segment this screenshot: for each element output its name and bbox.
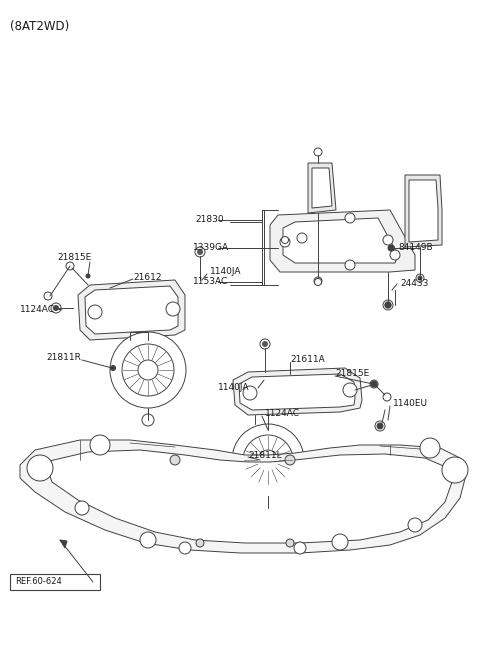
Circle shape bbox=[27, 455, 53, 481]
Text: 21811L: 21811L bbox=[248, 451, 282, 460]
Polygon shape bbox=[233, 368, 362, 415]
Polygon shape bbox=[312, 168, 332, 208]
Circle shape bbox=[385, 303, 391, 307]
Circle shape bbox=[53, 305, 59, 310]
Polygon shape bbox=[239, 374, 355, 410]
Circle shape bbox=[243, 386, 257, 400]
Text: 1140EU: 1140EU bbox=[393, 400, 428, 409]
Polygon shape bbox=[20, 440, 466, 553]
Circle shape bbox=[314, 148, 322, 156]
Circle shape bbox=[343, 383, 357, 397]
Circle shape bbox=[316, 279, 320, 283]
Text: 84149B: 84149B bbox=[398, 242, 432, 252]
Text: 1153AC: 1153AC bbox=[193, 278, 228, 286]
Circle shape bbox=[314, 278, 322, 286]
Circle shape bbox=[75, 501, 89, 515]
Circle shape bbox=[110, 332, 186, 408]
Circle shape bbox=[390, 250, 400, 260]
Circle shape bbox=[179, 542, 191, 554]
Text: REF.60-624: REF.60-624 bbox=[15, 578, 62, 586]
Circle shape bbox=[389, 246, 395, 250]
Polygon shape bbox=[283, 218, 398, 263]
Circle shape bbox=[195, 247, 205, 257]
Polygon shape bbox=[45, 450, 452, 543]
Text: 1140JA: 1140JA bbox=[218, 383, 250, 392]
Text: 1339GA: 1339GA bbox=[193, 242, 229, 252]
Circle shape bbox=[142, 414, 154, 426]
Circle shape bbox=[281, 236, 288, 244]
Circle shape bbox=[383, 235, 393, 245]
Circle shape bbox=[388, 245, 394, 251]
Text: 24433: 24433 bbox=[400, 280, 428, 288]
Text: 21612: 21612 bbox=[133, 272, 161, 282]
Circle shape bbox=[375, 421, 385, 431]
Circle shape bbox=[197, 250, 203, 255]
Circle shape bbox=[262, 502, 274, 514]
Circle shape bbox=[408, 518, 422, 532]
Circle shape bbox=[377, 423, 383, 429]
Circle shape bbox=[280, 237, 290, 247]
Circle shape bbox=[265, 430, 271, 436]
Text: 1124AC: 1124AC bbox=[20, 305, 55, 314]
Text: 21815E: 21815E bbox=[335, 369, 369, 379]
Circle shape bbox=[86, 274, 90, 278]
Circle shape bbox=[383, 300, 393, 310]
Circle shape bbox=[345, 260, 355, 270]
Polygon shape bbox=[270, 210, 415, 272]
Circle shape bbox=[51, 303, 61, 313]
Text: 1140JA: 1140JA bbox=[210, 267, 241, 276]
Circle shape bbox=[442, 457, 468, 483]
Circle shape bbox=[383, 393, 391, 401]
Circle shape bbox=[260, 339, 270, 349]
Circle shape bbox=[166, 302, 180, 316]
Text: 21815E: 21815E bbox=[57, 253, 91, 263]
Circle shape bbox=[371, 381, 377, 387]
Polygon shape bbox=[409, 180, 438, 242]
Circle shape bbox=[263, 341, 267, 346]
Circle shape bbox=[196, 539, 204, 547]
Text: 21830: 21830 bbox=[195, 215, 224, 225]
Circle shape bbox=[314, 277, 322, 285]
Circle shape bbox=[263, 428, 273, 438]
Polygon shape bbox=[60, 540, 67, 548]
Circle shape bbox=[170, 455, 180, 465]
Text: 21811R: 21811R bbox=[46, 354, 81, 362]
Circle shape bbox=[110, 365, 116, 371]
Text: (8AT2WD): (8AT2WD) bbox=[10, 20, 69, 33]
Circle shape bbox=[44, 292, 52, 300]
Circle shape bbox=[90, 435, 110, 455]
Circle shape bbox=[286, 539, 294, 547]
Circle shape bbox=[332, 534, 348, 550]
Polygon shape bbox=[78, 280, 185, 340]
Circle shape bbox=[345, 213, 355, 223]
Bar bbox=[10, 574, 100, 590]
Text: 1124AC: 1124AC bbox=[265, 409, 300, 419]
Circle shape bbox=[385, 302, 391, 308]
Circle shape bbox=[232, 424, 304, 496]
Circle shape bbox=[416, 274, 424, 282]
Circle shape bbox=[385, 302, 391, 308]
Polygon shape bbox=[85, 286, 178, 334]
Circle shape bbox=[88, 305, 102, 319]
Circle shape bbox=[140, 532, 156, 548]
Text: 21611A: 21611A bbox=[290, 356, 325, 364]
Circle shape bbox=[420, 438, 440, 458]
Bar bbox=[262, 210, 264, 285]
Circle shape bbox=[294, 542, 306, 554]
Polygon shape bbox=[405, 175, 442, 247]
Circle shape bbox=[418, 276, 422, 280]
Polygon shape bbox=[308, 163, 336, 213]
Circle shape bbox=[297, 233, 307, 243]
Circle shape bbox=[285, 455, 295, 465]
